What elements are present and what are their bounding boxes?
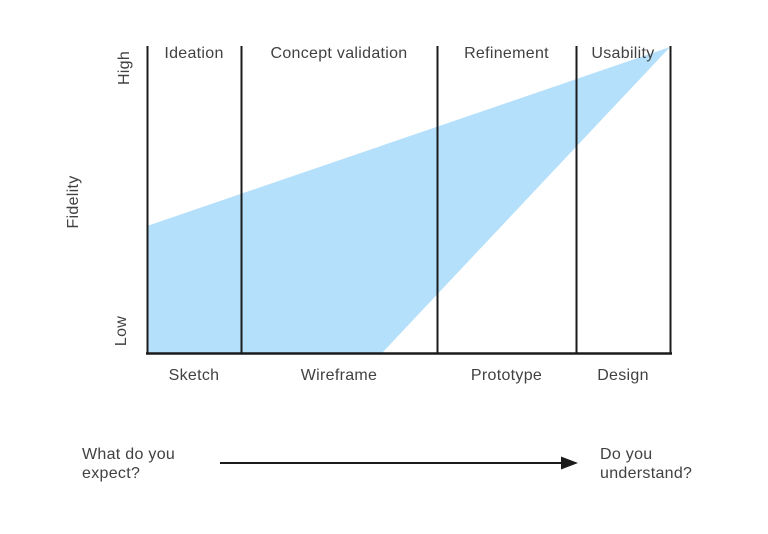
stage-label-prototype: Prototype <box>470 367 543 384</box>
fidelity-band <box>147 47 670 353</box>
stage-label-design: Design <box>597 367 649 384</box>
phase-label-ideation: Ideation <box>164 45 224 62</box>
stage-label-sketch: Sketch <box>168 367 220 384</box>
stage-label-wireframe: Wireframe <box>300 367 378 384</box>
understand-question: Do you understand? <box>600 446 693 482</box>
arrow-head-icon <box>561 456 578 470</box>
y-axis-high-label: High <box>116 50 133 86</box>
expectation-arrow <box>220 456 578 470</box>
phase-label-refinement: Refinement <box>464 45 549 62</box>
expect-question: What do you expect? <box>82 446 176 482</box>
phase-label-usability: Usability <box>591 45 655 62</box>
diagram-lines <box>146 46 672 355</box>
y-axis-title: Fidelity <box>65 175 82 229</box>
phase-label-concept-validation: Concept validation <box>270 45 408 62</box>
y-axis-low-label: Low <box>113 315 130 347</box>
